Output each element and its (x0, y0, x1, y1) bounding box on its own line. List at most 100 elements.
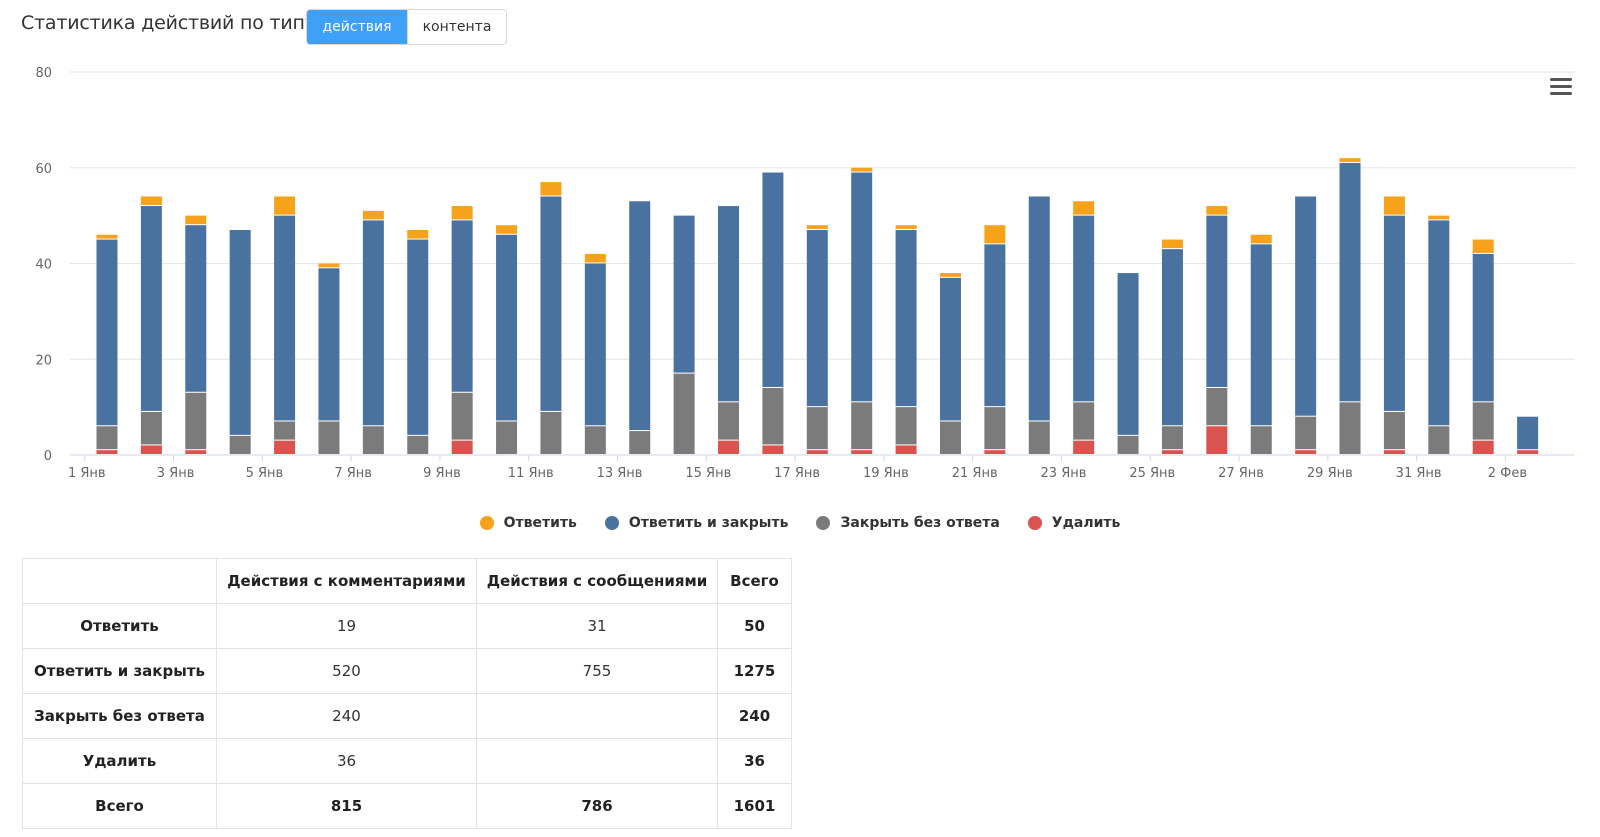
bar-segment (1383, 450, 1405, 454)
bar-segment (1206, 426, 1228, 454)
bar-segment (1428, 220, 1450, 426)
comments-cell: 36 (216, 738, 477, 784)
bar-segment (451, 206, 473, 220)
bar-segment (362, 220, 384, 426)
x-tick-label: 27 Янв (1218, 466, 1264, 481)
bar-segment (851, 402, 873, 450)
bar-segment (1206, 206, 1228, 215)
bar-segment (1383, 215, 1405, 411)
chart-menu-icon[interactable] (1550, 78, 1572, 96)
total-cell: 36 (717, 738, 792, 784)
comments-cell: 19 (216, 603, 477, 649)
table-row: Ответить 19 31 50 (22, 603, 792, 649)
table-row: Ответить и закрыть 520 755 1275 (22, 648, 792, 694)
bar-segment (1517, 416, 1539, 450)
bar-segment (1206, 387, 1228, 426)
bar-segment (496, 225, 518, 234)
bar-segment (1161, 450, 1183, 454)
bar-segment (1073, 402, 1095, 440)
toggle-actions-button[interactable]: действия (307, 10, 407, 44)
table-header-cell: Всего (717, 558, 792, 604)
x-tick-label: 5 Янв (246, 466, 284, 481)
bar-segment (851, 167, 873, 172)
legend-label: Ответить и закрыть (628, 515, 789, 531)
bar-segment (1206, 215, 1228, 387)
bar-segment (1295, 450, 1317, 454)
legend-dot (816, 516, 831, 530)
x-tick-label: 23 Янв (1041, 466, 1087, 481)
bar-segment (1117, 435, 1139, 454)
messages-cell (476, 738, 718, 784)
legend-label: Ответить (503, 515, 577, 531)
bar-segment (1339, 162, 1361, 402)
messages-cell: 755 (476, 648, 718, 694)
x-tick-label: 7 Янв (334, 466, 372, 481)
table-header-cell (22, 558, 217, 604)
bar-segment (1428, 426, 1450, 454)
bar-segment (362, 426, 384, 454)
bar-segment (407, 435, 429, 454)
bar-segment (407, 239, 429, 435)
table-header-cell: Действия с комментариями (216, 558, 477, 604)
bar-segment (984, 225, 1006, 244)
bar-segment (851, 450, 873, 454)
bar-segment (1472, 440, 1494, 454)
bar-segment (718, 402, 740, 440)
comments-cell: 240 (216, 693, 477, 739)
x-tick-label: 1 Янв (68, 466, 106, 481)
table-row: Удалить 36 36 (22, 738, 792, 784)
legend-item-delete[interactable]: Удалить (1027, 515, 1120, 531)
bar-segment (274, 421, 296, 440)
bar-segment (274, 196, 296, 215)
legend-item-reply-close[interactable]: Ответить и закрыть (604, 515, 789, 531)
bar-segment (1472, 253, 1494, 402)
x-tick-label: 9 Янв (423, 466, 461, 481)
bar-segment (362, 210, 384, 220)
bar-segment (895, 225, 917, 229)
toggle-content-button[interactable]: контента (407, 10, 506, 44)
bar-segment (407, 229, 429, 239)
total-cell: 1275 (717, 648, 792, 694)
bar-segment (185, 225, 207, 392)
bar-segment (496, 421, 518, 454)
x-tick-label: 29 Янв (1307, 466, 1353, 481)
bar-segment (806, 450, 828, 454)
legend-dot (1027, 516, 1042, 530)
x-tick-label: 19 Янв (863, 466, 909, 481)
bar-segment (584, 263, 606, 426)
row-label: Закрыть без ответа (22, 693, 217, 739)
bar-segment (1073, 440, 1095, 454)
legend-label: Закрыть без ответа (840, 515, 1000, 531)
bar-segment (1073, 201, 1095, 215)
bar-segment (229, 229, 251, 435)
row-label: Всего (22, 783, 217, 829)
messages-cell (476, 693, 718, 739)
legend-item-close-no-reply[interactable]: Закрыть без ответа (816, 515, 1000, 531)
table-row-total: Всего 815 786 1601 (22, 783, 792, 829)
bar-segment (229, 435, 251, 454)
bar-segment (939, 277, 961, 421)
bar-segment (1472, 402, 1494, 440)
row-label: Удалить (22, 738, 217, 784)
x-tick-label: 25 Янв (1129, 466, 1175, 481)
bar-segment (939, 421, 961, 454)
bar-segment (1073, 215, 1095, 402)
bar-segment (673, 215, 695, 373)
total-cell: 1601 (717, 783, 792, 829)
x-tick-label: 21 Янв (952, 466, 998, 481)
bar-segment (451, 220, 473, 392)
bar-segment (1028, 196, 1050, 421)
view-toggle: действия контента (306, 9, 507, 45)
x-tick-label: 2 Фев (1488, 466, 1527, 481)
bar-segment (140, 206, 162, 411)
bar-segment (1295, 416, 1317, 450)
stacked-bar-chart: 0 20 40 60 80 1 Янв 3 Янв 5 Янв 7 Янв 9 Янв 11 Янв… (35, 66, 1575, 481)
bar-segment (1517, 450, 1539, 454)
legend-item-reply[interactable]: Ответить (479, 515, 577, 531)
bar-segment (540, 196, 562, 411)
bar-segment (629, 201, 651, 431)
bar-segment (1383, 196, 1405, 215)
bar-segment (984, 450, 1006, 454)
bar-segment (762, 172, 784, 387)
bar-segment (140, 445, 162, 454)
